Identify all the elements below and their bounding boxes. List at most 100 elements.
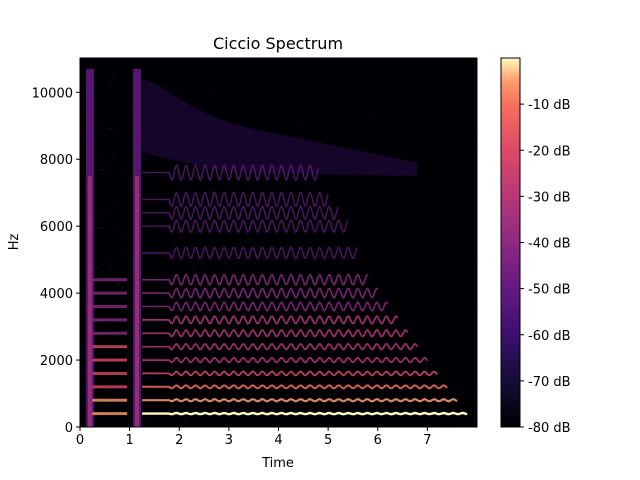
noise-speck (240, 264, 243, 266)
noise-speck (432, 231, 435, 232)
harmonic-line (142, 328, 409, 338)
noise-speck (128, 114, 134, 116)
noise-speck (414, 154, 418, 155)
noise-speck (102, 290, 107, 292)
noise-speck (81, 381, 85, 382)
noise-speck (106, 301, 111, 303)
noise-speck (427, 332, 432, 333)
noise-speck (262, 424, 269, 426)
noise-speck (322, 172, 327, 174)
noise-speck (276, 407, 279, 409)
noise-speck (317, 203, 322, 205)
noise-speck (98, 227, 104, 229)
noise-speck (246, 89, 253, 91)
noise-speck (384, 298, 389, 299)
noise-speck (257, 419, 262, 421)
noise-speck (324, 99, 330, 101)
noise-speck (160, 415, 163, 417)
noise-speck (256, 371, 263, 373)
noise-speck (142, 158, 147, 160)
noise-speck (288, 245, 291, 246)
noise-speck (194, 97, 198, 99)
noise-speck (372, 310, 378, 312)
noise-speck (326, 202, 330, 204)
noise-speck (161, 86, 167, 88)
noise-speck (336, 341, 341, 342)
noise-speck (139, 348, 144, 350)
noise-speck (82, 368, 85, 370)
noise-speck (303, 181, 306, 182)
noise-speck (417, 99, 421, 100)
noise-speck (240, 206, 243, 208)
harmonic-line (142, 370, 439, 377)
noise-speck (278, 178, 280, 179)
noise-speck (443, 293, 445, 294)
harmonic-line (142, 301, 389, 312)
noise-speck (289, 79, 294, 81)
noise-speck (354, 86, 361, 88)
noise-speck (412, 308, 419, 310)
noise-speck (335, 328, 341, 329)
noise-speck (285, 292, 290, 294)
noise-speck (371, 367, 378, 369)
noise-speck (378, 417, 382, 419)
noise-speck (413, 295, 417, 297)
noise-speck (408, 260, 413, 261)
noise-speck (157, 424, 160, 425)
noise-speck (406, 277, 413, 279)
noise-speck (210, 93, 214, 95)
noise-speck (403, 232, 409, 234)
x-tick-label: 6 (374, 433, 382, 448)
noise-speck (309, 141, 314, 143)
noise-speck (445, 391, 447, 392)
harmonic-line (142, 191, 329, 208)
noise-speck (407, 100, 410, 102)
noise-speck (434, 287, 439, 289)
noise-speck (255, 378, 260, 380)
noise-speck (412, 183, 417, 184)
noise-speck (258, 81, 263, 83)
noise-speck (263, 119, 267, 121)
noise-speck (420, 320, 426, 322)
noise-speck (152, 124, 156, 126)
noise-speck (366, 400, 370, 402)
y-tick-label: 6000 (40, 220, 73, 235)
onset-harmonic (92, 331, 128, 335)
noise-speck (385, 229, 391, 231)
noise-speck (162, 339, 169, 341)
noise-speck (110, 213, 113, 214)
noise-speck (446, 97, 449, 98)
noise-speck (361, 167, 368, 169)
noise-speck (263, 235, 267, 237)
noise-speck (349, 276, 355, 278)
noise-speck (250, 323, 256, 325)
noise-speck (437, 191, 442, 192)
noise-speck (255, 210, 261, 212)
noise-speck (178, 191, 182, 193)
noise-speck (468, 130, 472, 132)
noise-speck (325, 173, 329, 175)
noise-speck (448, 423, 455, 425)
noise-speck (353, 151, 358, 153)
noise-speck (145, 367, 150, 368)
noise-speck (375, 97, 380, 99)
noise-speck (312, 410, 318, 412)
noise-speck (293, 95, 299, 97)
noise-speck (147, 356, 151, 358)
noise-speck (416, 248, 420, 249)
noise-speck (223, 268, 227, 270)
noise-speck (156, 406, 162, 408)
noise-speck (307, 290, 312, 292)
noise-speck (235, 138, 240, 140)
noise-speck (188, 119, 194, 121)
noise-speck (428, 386, 432, 388)
noise-speck (101, 411, 105, 413)
noise-speck (237, 280, 240, 282)
noise-speck (406, 105, 413, 107)
noise-speck (204, 401, 209, 403)
noise-speck (388, 345, 394, 347)
x-axis-label: Time (261, 456, 294, 471)
x-tick-label: 0 (76, 433, 84, 448)
noise-speck (123, 330, 129, 332)
noise-speck (112, 391, 115, 393)
